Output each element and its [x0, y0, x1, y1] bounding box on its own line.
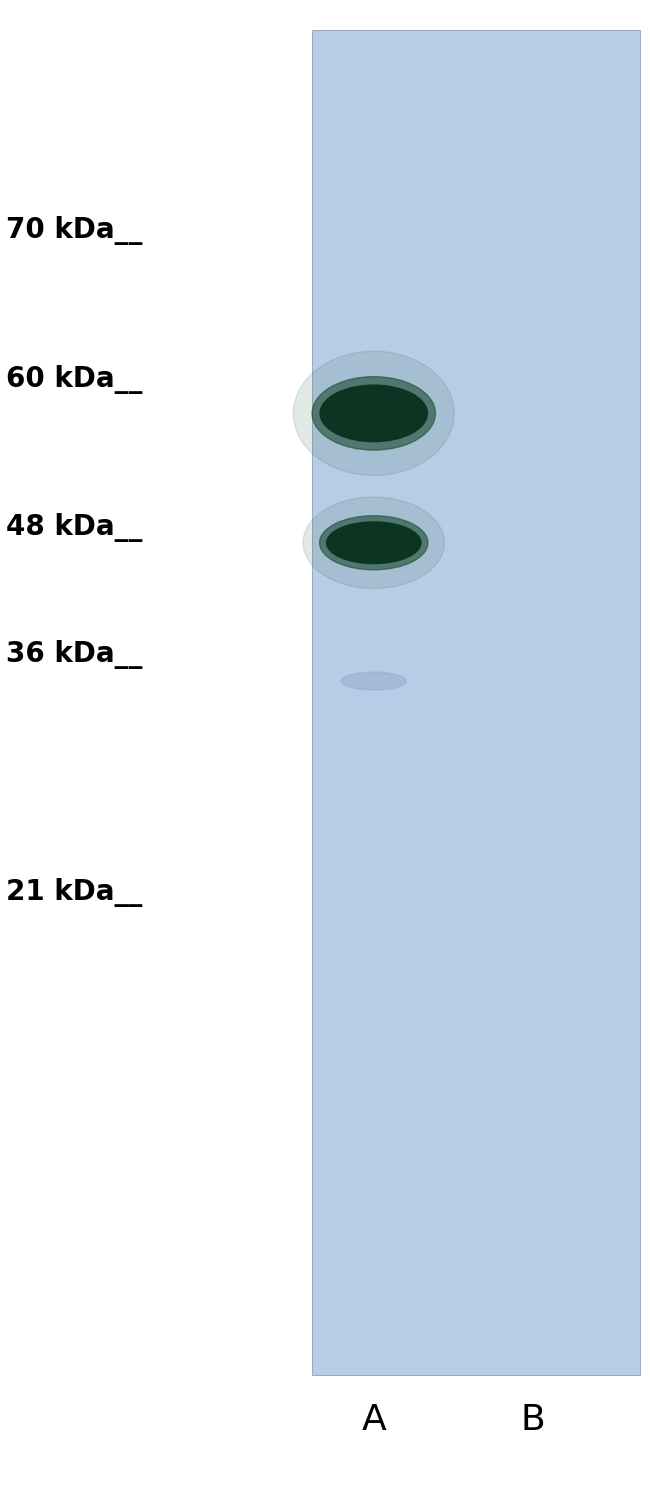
Bar: [312, 30, 640, 1375]
Ellipse shape: [320, 516, 428, 570]
Text: 36 kDa__: 36 kDa__: [6, 639, 143, 669]
Ellipse shape: [303, 497, 445, 589]
Text: 21 kDa__: 21 kDa__: [6, 877, 143, 907]
Ellipse shape: [320, 385, 427, 442]
Text: 60 kDa__: 60 kDa__: [6, 364, 143, 394]
Text: 48 kDa__: 48 kDa__: [6, 513, 143, 543]
Text: A: A: [361, 1404, 386, 1436]
Ellipse shape: [326, 522, 421, 564]
Ellipse shape: [293, 351, 454, 476]
Ellipse shape: [341, 672, 406, 690]
Text: B: B: [521, 1404, 545, 1436]
Text: 70 kDa__: 70 kDa__: [6, 216, 143, 245]
Ellipse shape: [312, 376, 436, 451]
